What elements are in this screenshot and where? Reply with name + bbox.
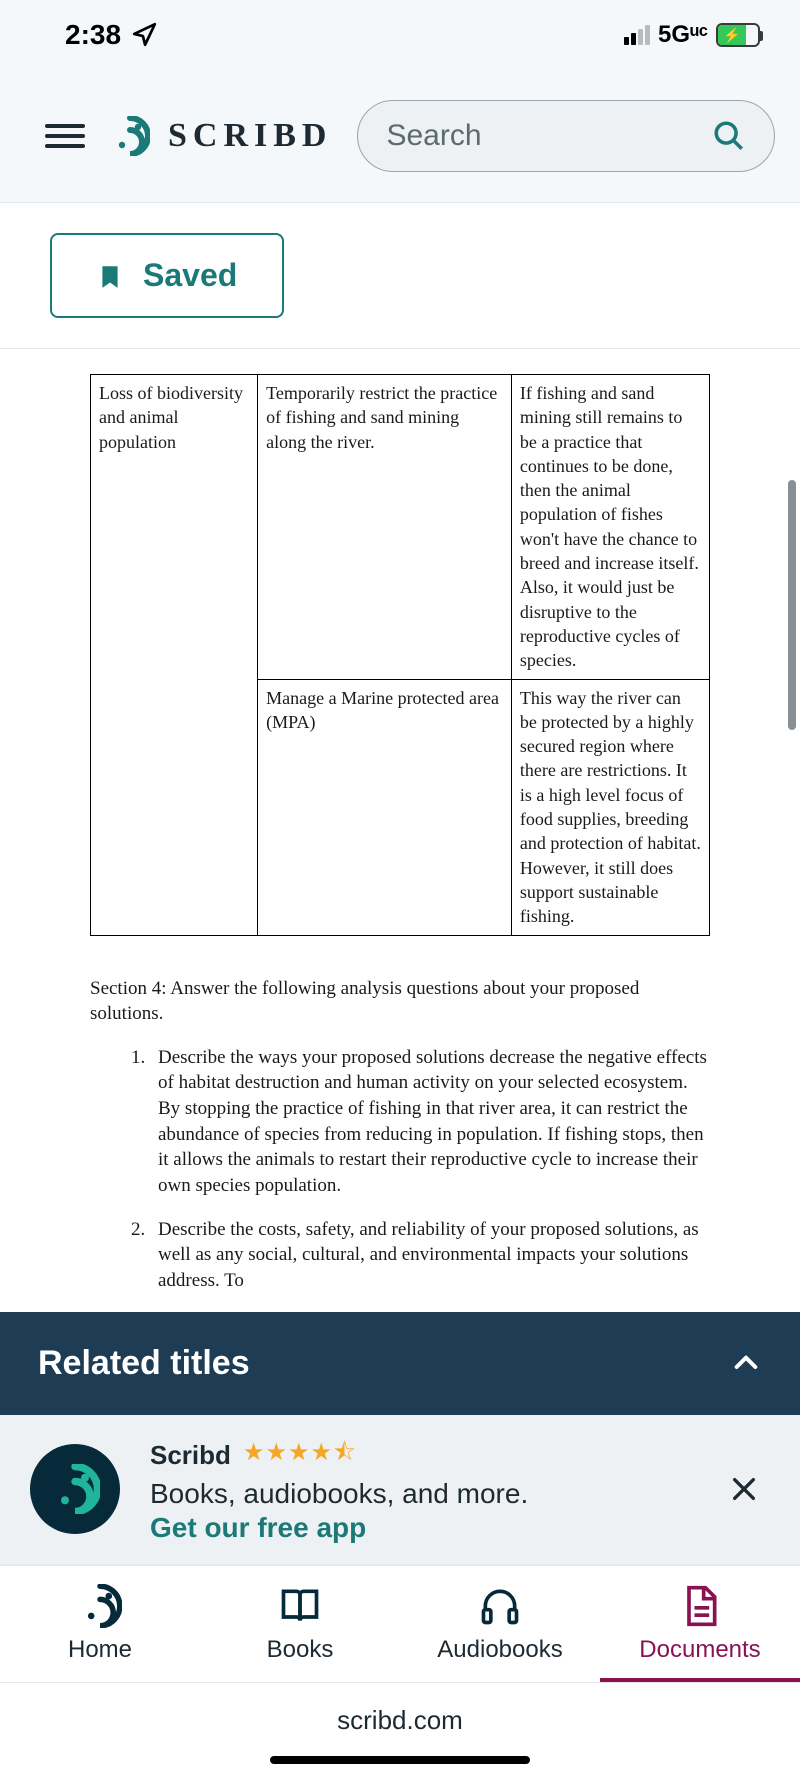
- app-promo-banner: Scribd ★★★★⯪ Books, audiobooks, and more…: [0, 1415, 800, 1564]
- table-cell: If fishing and sand mining still remains…: [511, 375, 709, 680]
- brand-name: SCRIBD: [168, 117, 332, 155]
- promo-subtitle: Books, audiobooks, and more.: [150, 1478, 698, 1510]
- scribd-logo-icon: [50, 1464, 100, 1514]
- document-icon: [678, 1584, 722, 1628]
- section-heading: Section 4: Answer the following analysis…: [90, 976, 710, 1027]
- bottom-nav: Home Books Audiobooks Documents: [0, 1564, 800, 1682]
- saved-label: Saved: [143, 257, 237, 294]
- nav-books[interactable]: Books: [200, 1566, 400, 1682]
- bookmark-icon: [97, 260, 123, 292]
- nav-home[interactable]: Home: [0, 1566, 200, 1682]
- headphones-icon: [478, 1584, 522, 1628]
- status-time: 2:38: [65, 19, 121, 51]
- status-bar: 2:38 5Gᵘᶜ ⚡: [0, 0, 800, 70]
- scribd-logo-icon: [78, 1584, 122, 1628]
- scribd-logo-icon: [110, 116, 150, 156]
- document-viewer[interactable]: Loss of biodiversity and animal populati…: [0, 349, 800, 1294]
- scrollbar-thumb[interactable]: [788, 480, 796, 730]
- saved-button[interactable]: Saved: [50, 233, 284, 318]
- related-titles-header[interactable]: Related titles: [0, 1312, 800, 1415]
- action-bar: Saved: [0, 203, 800, 349]
- nav-label: Home: [68, 1636, 132, 1664]
- app-header: SCRIBD Search: [0, 70, 800, 203]
- solutions-table: Loss of biodiversity and animal populati…: [90, 374, 710, 936]
- nav-label: Books: [267, 1636, 334, 1664]
- table-cell: Manage a Marine protected area (MPA): [258, 679, 512, 935]
- table-row: Loss of biodiversity and animal populati…: [91, 375, 710, 680]
- table-cell: Loss of biodiversity and animal populati…: [91, 375, 258, 936]
- table-cell: This way the river can be protected by a…: [511, 679, 709, 935]
- nav-documents[interactable]: Documents: [600, 1566, 800, 1682]
- nav-audiobooks[interactable]: Audiobooks: [400, 1566, 600, 1682]
- menu-button[interactable]: [45, 124, 85, 148]
- promo-title: Scribd: [150, 1440, 231, 1471]
- brand-logo[interactable]: SCRIBD: [110, 116, 332, 156]
- related-titles-label: Related titles: [38, 1344, 250, 1383]
- search-icon: [712, 119, 746, 153]
- list-item: Describe the ways your proposed solution…: [150, 1045, 710, 1199]
- browser-url[interactable]: scribd.com: [0, 1682, 800, 1746]
- signal-icon: [624, 25, 650, 45]
- chevron-up-icon: [730, 1347, 762, 1379]
- search-input[interactable]: Search: [357, 100, 775, 172]
- network-type: 5Gᵘᶜ: [658, 21, 708, 49]
- book-icon: [278, 1584, 322, 1628]
- list-item: Describe the costs, safety, and reliabil…: [150, 1217, 710, 1294]
- battery-icon: ⚡: [716, 23, 760, 47]
- rating-stars: ★★★★⯪: [243, 1435, 357, 1476]
- table-cell: Temporarily restrict the practice of fis…: [258, 375, 512, 680]
- question-list: Describe the ways your proposed solution…: [150, 1045, 710, 1294]
- home-indicator[interactable]: [270, 1756, 530, 1764]
- close-icon[interactable]: [728, 1473, 760, 1505]
- promo-logo[interactable]: [30, 1444, 120, 1534]
- search-placeholder: Search: [386, 119, 481, 153]
- nav-label: Audiobooks: [437, 1636, 562, 1664]
- promo-cta-link[interactable]: Get our free app: [150, 1512, 698, 1544]
- location-icon: [131, 22, 157, 48]
- url-text: scribd.com: [337, 1705, 463, 1735]
- nav-label: Documents: [639, 1636, 760, 1664]
